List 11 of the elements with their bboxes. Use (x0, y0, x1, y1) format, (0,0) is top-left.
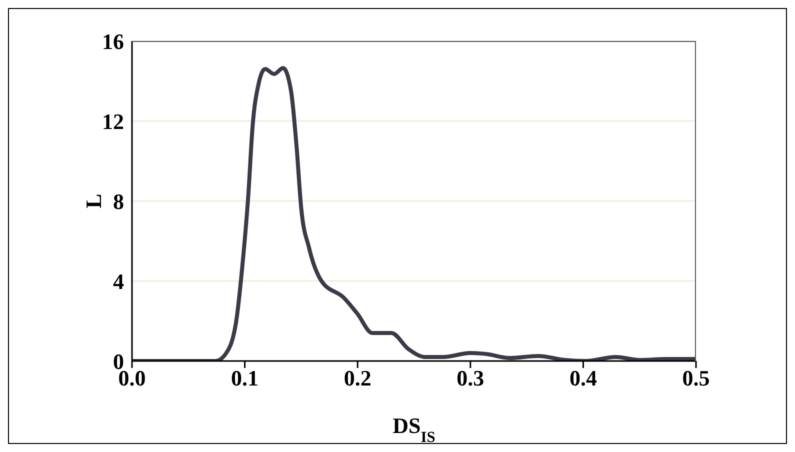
y-axis-title: L (81, 194, 106, 208)
x-tick-label: 0.2 (344, 366, 372, 391)
x-tick-label: 0.4 (569, 366, 597, 391)
y-tick-label: 12 (102, 108, 124, 134)
y-tick-label: 16 (102, 28, 124, 54)
y-tick-label: 8 (113, 188, 124, 214)
x-axis-title: DS$_{IS}$ (392, 413, 436, 446)
x-tick-label: 0.3 (456, 366, 484, 391)
x-tick-label: 0.1 (231, 366, 259, 391)
y-tick-label: 4 (113, 268, 124, 294)
x-tick-label: 0.5 (682, 366, 710, 391)
